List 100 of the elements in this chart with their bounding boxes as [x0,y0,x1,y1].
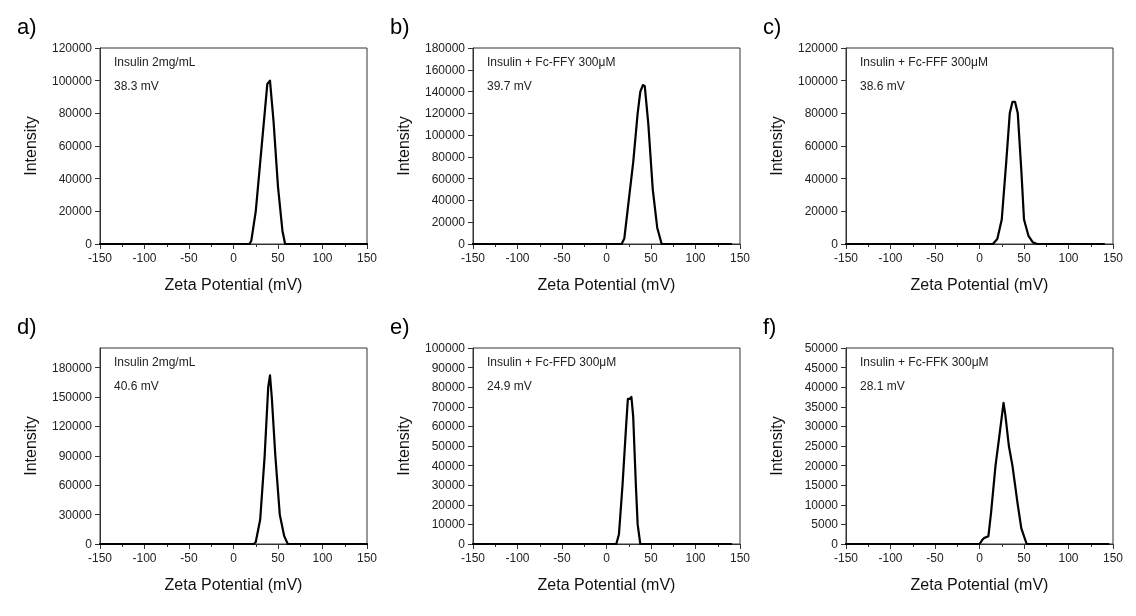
y-tick-label: 30000 [58,507,93,522]
y-tick-label: 15000 [804,478,839,493]
x-axis-title: Zeta Potential (mV) [164,575,303,593]
annotation: Insulin + Fc-FFY 300μM [487,55,616,69]
annotation: Insulin 2mg/mL [114,355,196,369]
y-tick-label: 50000 [804,341,839,355]
x-tick-label: 150 [729,251,751,265]
annotation: 24.9 mV [487,379,532,393]
line-series [844,401,1110,546]
y-tick-label: 0 [458,537,466,551]
y-tick-label: 60000 [58,139,93,153]
x-tick-label: 150 [356,251,378,265]
x-tick-label: 150 [729,551,751,565]
y-tick-label: 120000 [797,41,839,55]
x-tick-label: 100 [312,551,333,565]
x-tick-label: -150 [87,251,113,265]
x-tick-label: -50 [926,251,944,265]
x-tick-label: 150 [1102,551,1124,565]
annotation: Insulin + Fc-FFK 300μM [860,355,989,369]
x-tick-label: 0 [603,551,611,565]
y-tick-label: 90000 [58,448,93,463]
x-tick-label: -50 [180,551,198,565]
y-tick-label: 120000 [51,419,93,434]
x-tick-label: 100 [1058,551,1079,565]
x-tick-label: 50 [644,251,658,265]
annotation: 40.6 mV [114,379,159,393]
y-tick-label: 60000 [58,478,93,493]
annotation: Insulin + Fc-FFF 300μM [860,55,988,69]
y-tick-label: 40000 [804,171,839,186]
x-axis-title: Zeta Potential (mV) [537,575,676,593]
y-tick-label: 100000 [424,128,466,143]
y-tick-label: 0 [831,237,839,251]
x-tick-label: -50 [553,551,571,565]
chart-title: a) [17,13,37,39]
x-tick-label: -150 [833,551,859,565]
x-tick-label: -150 [833,251,859,265]
y-tick-label: 90000 [431,360,466,375]
x-tick-label: -100 [505,251,530,265]
y-tick-label: 140000 [424,84,466,99]
y-tick-label: 150000 [51,390,93,404]
y-tick-label: 5000 [811,517,839,532]
y-tick-label: 20000 [431,215,466,230]
y-tick-label: 25000 [804,439,839,453]
y-tick-label: 80000 [431,149,466,164]
x-tick-label: 0 [603,251,611,265]
y-tick-label: 80000 [804,106,839,121]
y-axis-title: Intensity [767,416,785,476]
x-tick-label: 100 [685,551,706,565]
y-tick-label: 20000 [804,458,839,473]
y-tick-label: 10000 [431,517,466,532]
annotation: Insulin 2mg/mL [114,55,196,69]
y-tick-label: 80000 [58,106,93,121]
x-tick-label: 50 [271,551,285,565]
y-tick-label: 180000 [51,360,93,375]
y-tick-label: 60000 [431,419,466,434]
y-tick-label: 180000 [424,41,466,55]
x-tick-label: -50 [926,551,944,565]
y-tick-label: 120000 [51,41,93,55]
annotation: 39.7 mV [487,79,532,93]
y-axis-title: Intensity [394,416,412,476]
x-tick-label: -100 [878,251,903,265]
x-tick-label: -150 [87,551,113,565]
y-tick-label: 20000 [431,497,466,512]
x-tick-label: -50 [180,251,198,265]
annotation: 38.3 mV [114,79,159,93]
y-tick-label: 160000 [424,62,466,77]
annotation: 28.1 mV [860,379,905,393]
y-tick-label: 60000 [431,171,466,186]
x-axis-title: Zeta Potential (mV) [910,275,1049,293]
x-tick-label: 150 [1102,251,1124,265]
x-tick-label: 50 [644,551,658,565]
x-tick-label: 0 [230,551,238,565]
y-tick-label: 40000 [58,171,93,186]
chart-title: d) [17,313,37,339]
y-tick-label: 70000 [431,399,466,414]
y-tick-label: 45000 [804,360,839,375]
x-axis-title: Zeta Potential (mV) [537,275,676,293]
y-tick-label: 35000 [804,399,839,414]
y-tick-label: 100000 [424,341,466,355]
line-series [844,100,1106,246]
x-tick-label: 50 [1017,551,1031,565]
x-tick-label: -150 [460,251,486,265]
x-tick-label: 50 [271,251,285,265]
chart-title: e) [390,313,410,339]
y-tick-label: 40000 [804,380,839,395]
y-tick-label: 100000 [797,73,839,88]
x-tick-label: 100 [1058,251,1079,265]
y-tick-label: 60000 [804,139,839,153]
y-axis-title: Intensity [767,116,785,176]
x-axis-title: Zeta Potential (mV) [910,575,1049,593]
x-tick-label: -150 [460,551,486,565]
y-tick-label: 30000 [431,478,466,493]
y-tick-label: 120000 [424,106,466,121]
y-axis-title: Intensity [21,416,39,476]
x-axis-title: Zeta Potential (mV) [164,275,303,293]
y-tick-label: 0 [831,537,839,551]
chart-title: b) [390,13,410,39]
chart-title: c) [763,13,782,39]
chart-title: f) [763,313,777,339]
x-tick-label: 100 [685,251,706,265]
